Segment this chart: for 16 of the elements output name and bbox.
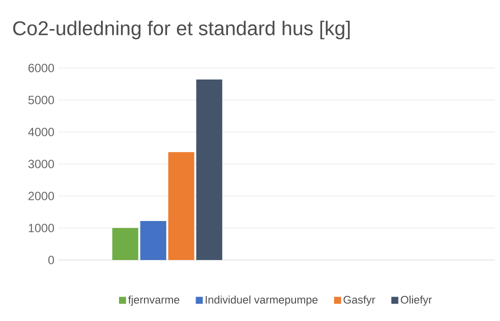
bar (140, 220, 166, 260)
bar (168, 152, 194, 260)
y-tick-label: 5000 (28, 96, 54, 104)
legend-label: Gasfyr (344, 296, 376, 306)
legend-label: fjernvarme (128, 296, 180, 306)
y-tick-label: 4000 (28, 128, 54, 136)
y-tick-label: 1000 (28, 224, 54, 232)
y-tick-label: 3000 (28, 160, 54, 168)
legend-label: Oliefyr (400, 296, 432, 306)
y-tick-label: 0 (48, 256, 54, 264)
chart-title: Co2-udledning for et standard hus [kg] (13, 20, 350, 40)
y-tick-label: 2000 (28, 192, 54, 200)
bar (112, 228, 138, 260)
bar (196, 80, 222, 260)
legend-label: Individuel varmepumpe (206, 296, 318, 306)
y-tick-label: 6000 (28, 64, 54, 72)
